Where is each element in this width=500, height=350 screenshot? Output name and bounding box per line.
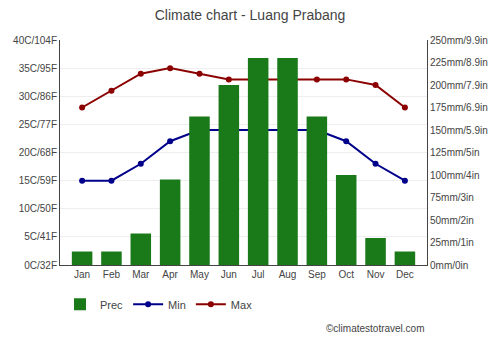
svg-text:Max: Max xyxy=(231,299,252,311)
svg-text:Mar: Mar xyxy=(132,269,150,280)
svg-text:Prec: Prec xyxy=(100,299,123,311)
svg-text:Climate chart - Luang Prabang: Climate chart - Luang Prabang xyxy=(155,7,346,23)
svg-text:125mm/5in: 125mm/5in xyxy=(430,147,479,158)
svg-text:Apr: Apr xyxy=(162,269,178,280)
svg-text:0mm/0in: 0mm/0in xyxy=(430,260,468,271)
svg-text:225mm/8.9in: 225mm/8.9in xyxy=(430,57,488,68)
svg-text:0C/32F: 0C/32F xyxy=(24,260,57,271)
svg-text:25mm/1in: 25mm/1in xyxy=(430,237,474,248)
svg-text:35C/95F: 35C/95F xyxy=(19,63,57,74)
svg-text:175mm/6.9in: 175mm/6.9in xyxy=(430,102,488,113)
svg-text:Min: Min xyxy=(168,299,186,311)
svg-text:Sep: Sep xyxy=(308,269,326,280)
svg-text:Nov: Nov xyxy=(367,269,385,280)
svg-text:150mm/5.9in: 150mm/5.9in xyxy=(430,125,488,136)
svg-text:40C/104F: 40C/104F xyxy=(13,35,57,46)
svg-text:Dec: Dec xyxy=(396,269,414,280)
svg-text:75mm/3in: 75mm/3in xyxy=(430,192,474,203)
svg-text:May: May xyxy=(190,269,209,280)
svg-text:Feb: Feb xyxy=(103,269,121,280)
svg-text:Oct: Oct xyxy=(338,269,354,280)
svg-text:200mm/7.9in: 200mm/7.9in xyxy=(430,80,488,91)
svg-text:15C/59F: 15C/59F xyxy=(19,175,57,186)
svg-text:Jul: Jul xyxy=(252,269,265,280)
svg-text:250mm/9.9in: 250mm/9.9in xyxy=(430,35,488,46)
svg-text:10C/50F: 10C/50F xyxy=(19,203,57,214)
svg-text:Aug: Aug xyxy=(279,269,297,280)
svg-text:©climatestotravel.com: ©climatestotravel.com xyxy=(326,323,425,334)
svg-text:100mm/4in: 100mm/4in xyxy=(430,170,479,181)
svg-text:Jun: Jun xyxy=(221,269,237,280)
svg-text:50mm/2in: 50mm/2in xyxy=(430,215,474,226)
svg-text:25C/77F: 25C/77F xyxy=(19,119,57,130)
svg-text:20C/68F: 20C/68F xyxy=(19,147,57,158)
svg-text:30C/86F: 30C/86F xyxy=(19,91,57,102)
svg-text:Jan: Jan xyxy=(74,269,90,280)
svg-text:5C/41F: 5C/41F xyxy=(24,231,57,242)
